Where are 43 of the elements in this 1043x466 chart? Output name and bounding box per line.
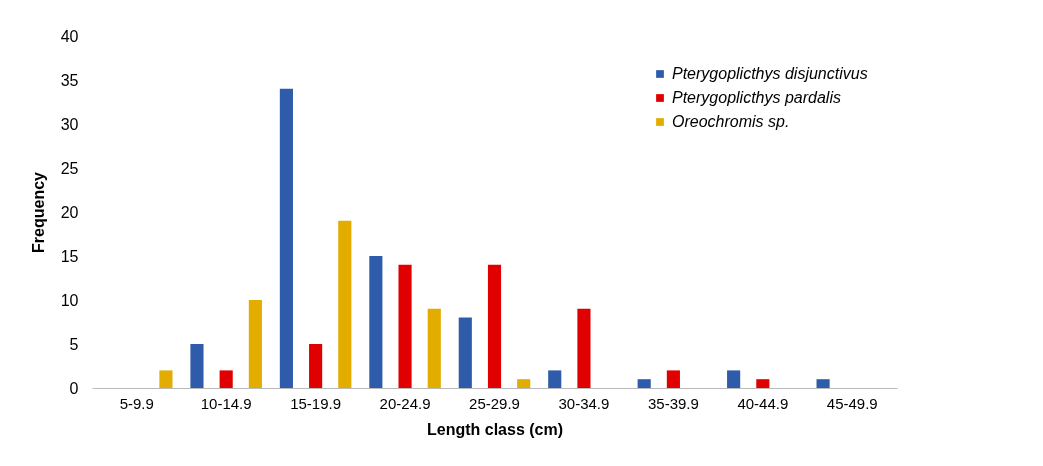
y-tick-label: 20 bbox=[60, 203, 79, 221]
x-tick-label: 5-9.9 bbox=[119, 394, 154, 412]
bar bbox=[756, 379, 770, 388]
x-tick-label: 20-24.9 bbox=[379, 394, 431, 412]
bar bbox=[458, 317, 472, 388]
legend-label: Pterygoplicthys pardalis bbox=[672, 89, 841, 106]
bar bbox=[577, 308, 591, 388]
bar bbox=[727, 370, 741, 388]
y-tick-label: 25 bbox=[60, 159, 79, 177]
bar bbox=[487, 264, 502, 388]
y-axis-title: Frequency bbox=[29, 171, 47, 253]
y-tick-label: 0 bbox=[69, 379, 79, 397]
y-tick-label: 15 bbox=[60, 247, 79, 265]
x-tick-label: 15-19.9 bbox=[290, 394, 342, 412]
x-tick-label: 45-49.9 bbox=[826, 394, 878, 412]
bar bbox=[190, 344, 204, 388]
legend-label: Oreochromis sp. bbox=[672, 113, 790, 130]
bar bbox=[338, 220, 352, 388]
bar bbox=[309, 344, 323, 388]
bar bbox=[517, 379, 531, 388]
bar bbox=[279, 88, 293, 388]
bar bbox=[666, 370, 680, 388]
x-tick-label: 35-39.9 bbox=[647, 394, 699, 412]
x-tick-label: 30-34.9 bbox=[558, 394, 610, 412]
bar bbox=[398, 264, 412, 388]
y-tick-label: 10 bbox=[60, 291, 79, 309]
bar bbox=[548, 370, 562, 388]
x-axis-title: Length class (cm) bbox=[426, 420, 564, 438]
bar bbox=[427, 308, 441, 388]
x-tick-label: 10-14.9 bbox=[200, 394, 252, 412]
y-tick-label: 5 bbox=[69, 335, 79, 353]
bar bbox=[369, 256, 383, 388]
bar bbox=[248, 300, 262, 388]
bar bbox=[637, 379, 651, 388]
x-tick-label: 25-29.9 bbox=[469, 394, 520, 412]
bar bbox=[159, 370, 173, 388]
legend-label: Pterygoplicthys disjunctivus bbox=[672, 65, 868, 82]
x-tick-label: 40-44.9 bbox=[737, 394, 789, 412]
y-tick-label: 35 bbox=[60, 71, 79, 89]
y-tick-label: 30 bbox=[60, 115, 79, 133]
y-tick-label: 40 bbox=[60, 27, 79, 45]
bar bbox=[816, 379, 830, 388]
bar bbox=[219, 370, 233, 388]
